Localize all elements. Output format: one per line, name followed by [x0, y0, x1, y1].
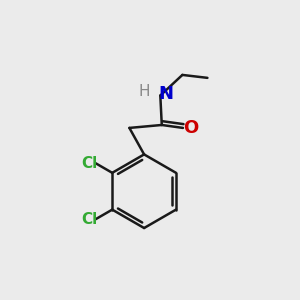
- Text: Cl: Cl: [81, 156, 97, 171]
- Text: N: N: [158, 85, 173, 103]
- Text: H: H: [138, 84, 150, 99]
- Text: Cl: Cl: [81, 212, 97, 227]
- Text: O: O: [184, 119, 199, 137]
